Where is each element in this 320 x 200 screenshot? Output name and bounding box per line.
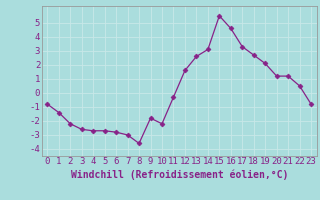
X-axis label: Windchill (Refroidissement éolien,°C): Windchill (Refroidissement éolien,°C) <box>70 169 288 180</box>
